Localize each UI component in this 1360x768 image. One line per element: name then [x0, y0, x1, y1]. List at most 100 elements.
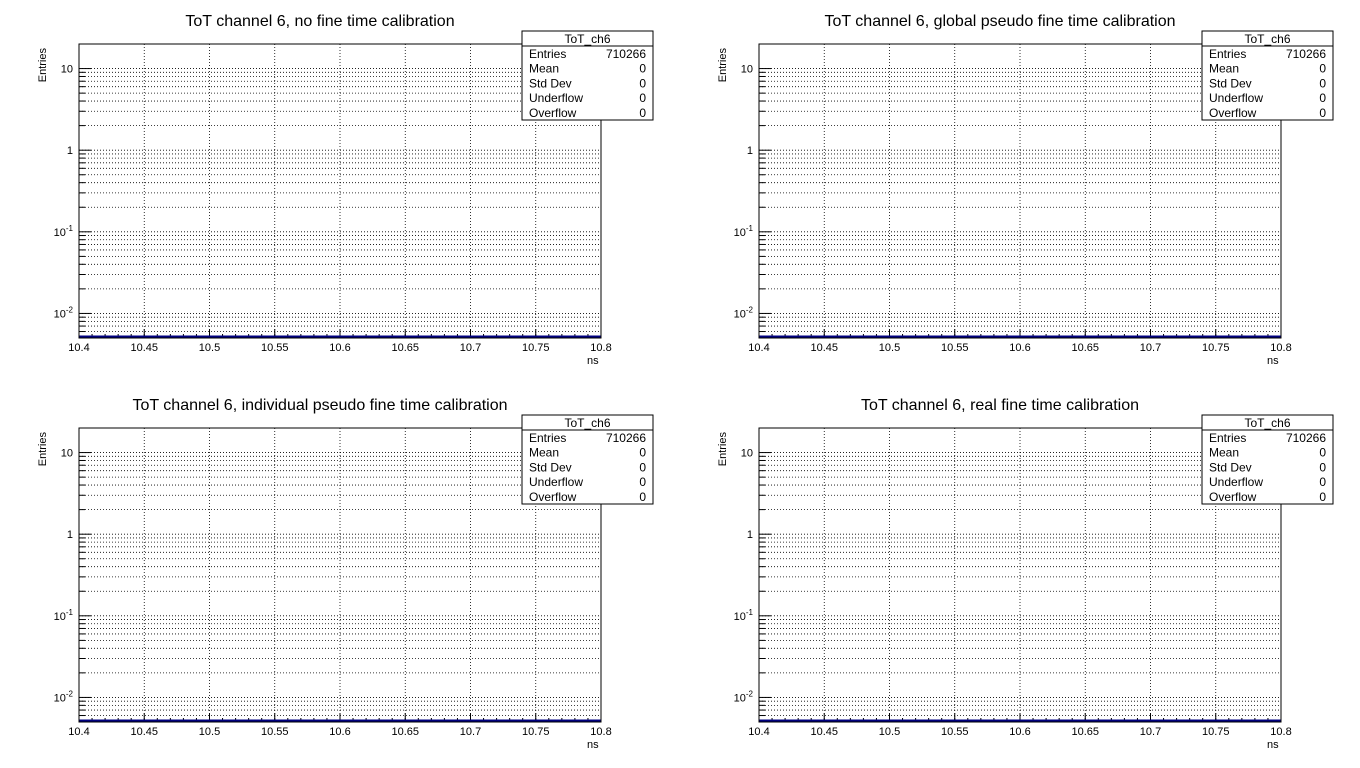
- x-axis-label: ns: [1267, 739, 1279, 751]
- x-tick-label: 10.4: [68, 726, 89, 738]
- x-tick-label: 10.65: [1071, 726, 1099, 738]
- stats-row-value: 710266: [606, 431, 646, 445]
- x-tick-label: 10.8: [1270, 342, 1291, 354]
- y-tick-label: 1: [67, 145, 73, 157]
- stats-box-name: ToT_ch6: [564, 32, 610, 46]
- y-tick-label: 1: [747, 529, 753, 541]
- y-tick-label: 1: [747, 145, 753, 157]
- y-tick-base: 10: [734, 308, 746, 320]
- y-tick-base: 1: [747, 529, 753, 541]
- y-tick-label: 10: [61, 448, 73, 460]
- y-tick-exponent: -2: [746, 305, 754, 314]
- x-tick-label: 10.8: [590, 726, 611, 738]
- x-tick-label: 10.65: [391, 342, 419, 354]
- histogram-pad-3: ToT channel 6, individual pseudo fine ti…: [37, 397, 654, 751]
- y-tick-base: 1: [67, 529, 73, 541]
- y-tick-label: 10-1: [54, 224, 74, 239]
- x-tick-label: 10.8: [590, 342, 611, 354]
- chart-title: ToT channel 6, real fine time calibratio…: [861, 397, 1139, 414]
- y-tick-base: 10: [54, 611, 66, 623]
- stats-row-label: Overflow: [529, 106, 577, 120]
- y-tick-label: 1: [67, 529, 73, 541]
- y-tick-base: 10: [734, 611, 746, 623]
- x-tick-label: 10.55: [941, 726, 969, 738]
- x-tick-label: 10.75: [1202, 726, 1230, 738]
- stats-box-name: ToT_ch6: [564, 416, 610, 430]
- y-tick-base: 10: [61, 64, 73, 76]
- x-tick-label: 10.45: [810, 342, 838, 354]
- stats-row-label: Mean: [529, 446, 559, 460]
- x-tick-label: 10.8: [1270, 726, 1291, 738]
- stats-row-value: 0: [1319, 490, 1326, 504]
- y-tick-base: 10: [734, 692, 746, 704]
- stats-row-label: Overflow: [1209, 106, 1257, 120]
- x-axis-label: ns: [587, 355, 599, 367]
- y-tick-base: 1: [67, 145, 73, 157]
- stats-row-value: 0: [639, 460, 646, 474]
- chart-title: ToT channel 6, no fine time calibration: [185, 13, 454, 30]
- y-tick-label: 10: [741, 448, 753, 460]
- y-tick-base: 10: [54, 308, 66, 320]
- stats-row-label: Std Dev: [1209, 460, 1252, 474]
- stats-row-label: Entries: [529, 47, 566, 61]
- stats-row-label: Mean: [1209, 62, 1239, 76]
- x-tick-label: 10.6: [329, 726, 350, 738]
- x-tick-label: 10.4: [748, 726, 769, 738]
- y-tick-exponent: -2: [746, 689, 754, 698]
- x-axis-label: ns: [587, 739, 599, 751]
- y-tick-label: 10: [741, 64, 753, 76]
- x-tick-label: 10.65: [391, 726, 419, 738]
- stats-row-label: Std Dev: [1209, 76, 1252, 90]
- plot-frame: [758, 43, 1282, 339]
- x-tick-label: 10.6: [1009, 342, 1030, 354]
- stats-row-value: 0: [639, 490, 646, 504]
- x-tick-label: 10.75: [1202, 342, 1230, 354]
- y-tick-label: 10-1: [54, 608, 74, 623]
- y-tick-label: 10-1: [734, 224, 754, 239]
- stats-row-label: Entries: [1209, 431, 1246, 445]
- stats-row-value: 710266: [1286, 431, 1326, 445]
- y-axis-label: Entries: [37, 48, 49, 83]
- y-tick-exponent: -1: [66, 224, 74, 233]
- y-tick-base: 10: [741, 448, 753, 460]
- x-tick-label: 10.55: [261, 726, 289, 738]
- y-tick-exponent: -1: [66, 608, 74, 617]
- y-tick-base: 1: [747, 145, 753, 157]
- plot-frame: [758, 427, 1282, 723]
- y-tick-base: 10: [61, 448, 73, 460]
- x-tick-label: 10.5: [199, 726, 220, 738]
- stats-row-value: 0: [1319, 446, 1326, 460]
- stats-box-name: ToT_ch6: [1244, 416, 1290, 430]
- histogram-pad-4: ToT channel 6, real fine time calibratio…: [717, 397, 1334, 751]
- x-tick-label: 10.45: [810, 726, 838, 738]
- stats-row-label: Underflow: [1209, 475, 1263, 489]
- y-axis-label: Entries: [37, 432, 49, 467]
- y-axis-label: Entries: [717, 432, 729, 467]
- y-tick-label: 10-1: [734, 608, 754, 623]
- x-tick-label: 10.6: [329, 342, 350, 354]
- stats-box-name: ToT_ch6: [1244, 32, 1290, 46]
- x-tick-label: 10.45: [130, 726, 158, 738]
- stats-row-label: Entries: [1209, 47, 1246, 61]
- plot-frame: [78, 427, 602, 723]
- y-tick-label: 10-2: [54, 689, 74, 704]
- x-tick-label: 10.7: [460, 726, 481, 738]
- y-tick-base: 10: [54, 227, 66, 239]
- y-tick-base: 10: [734, 227, 746, 239]
- stats-row-value: 0: [1319, 106, 1326, 120]
- stats-row-value: 0: [1319, 460, 1326, 474]
- histogram-pad-2: ToT channel 6, global pseudo fine time c…: [717, 13, 1334, 367]
- stats-row-label: Underflow: [1209, 91, 1263, 105]
- stats-row-label: Entries: [529, 431, 566, 445]
- stats-row-value: 0: [1319, 91, 1326, 105]
- stats-row-value: 0: [1319, 475, 1326, 489]
- y-tick-label: 10-2: [734, 689, 754, 704]
- y-tick-label: 10-2: [54, 305, 74, 320]
- stats-row-label: Mean: [1209, 446, 1239, 460]
- x-tick-label: 10.7: [460, 342, 481, 354]
- stats-row-label: Mean: [529, 62, 559, 76]
- x-tick-label: 10.75: [522, 726, 550, 738]
